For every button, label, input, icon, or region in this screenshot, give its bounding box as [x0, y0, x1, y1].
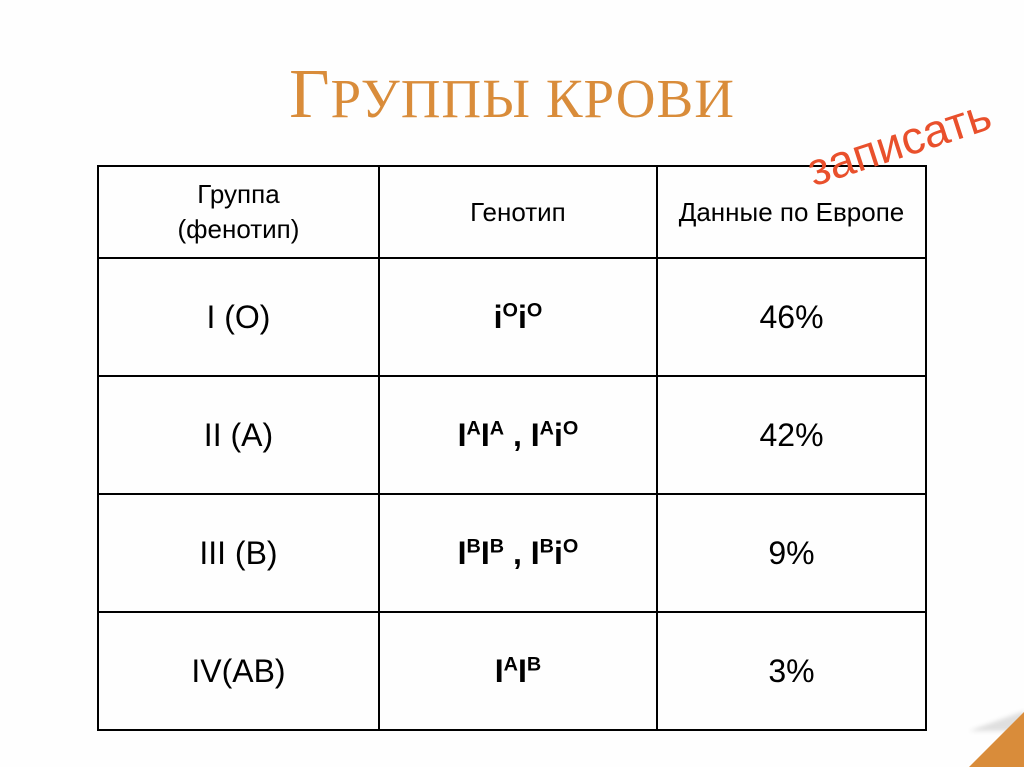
col-phenotype-header: Группа (фенотип)	[98, 166, 379, 258]
cell-percent: 9%	[657, 494, 926, 612]
col-genotype-header: Генотип	[379, 166, 657, 258]
col-europe-header: Данные по Европе	[657, 166, 926, 258]
cell-genotype: IAIA , IAiO	[379, 376, 657, 494]
cell-genotype: IAIB	[379, 612, 657, 730]
cell-phenotype: IV(AB)	[98, 612, 379, 730]
cell-percent: 46%	[657, 258, 926, 376]
col-phenotype-line1: Группа	[197, 179, 279, 209]
col-phenotype-line2: (фенотип)	[177, 214, 299, 244]
table-row: II (A) IAIA , IAiO 42%	[98, 376, 926, 494]
cell-phenotype: I (O)	[98, 258, 379, 376]
cell-phenotype: III (B)	[98, 494, 379, 612]
page-curl-icon	[969, 712, 1024, 767]
cell-phenotype: II (A)	[98, 376, 379, 494]
cell-percent: 3%	[657, 612, 926, 730]
blood-groups-table: Группа (фенотип) Генотип Данные по Европ…	[97, 165, 927, 731]
table-row: III (B) IBIB , IBiO 9%	[98, 494, 926, 612]
table-row: I (O) iOiO 46%	[98, 258, 926, 376]
cell-genotype: IBIB , IBiO	[379, 494, 657, 612]
title-first-letter: Г	[289, 56, 330, 133]
cell-percent: 42%	[657, 376, 926, 494]
title-rest: РУППЫ КРОВИ	[331, 68, 735, 129]
table-header-row: Группа (фенотип) Генотип Данные по Европ…	[98, 166, 926, 258]
table-row: IV(AB) IAIB 3%	[98, 612, 926, 730]
slide: ГРУППЫ КРОВИ записать Группа (фенотип) Г…	[0, 0, 1024, 767]
cell-genotype: iOiO	[379, 258, 657, 376]
